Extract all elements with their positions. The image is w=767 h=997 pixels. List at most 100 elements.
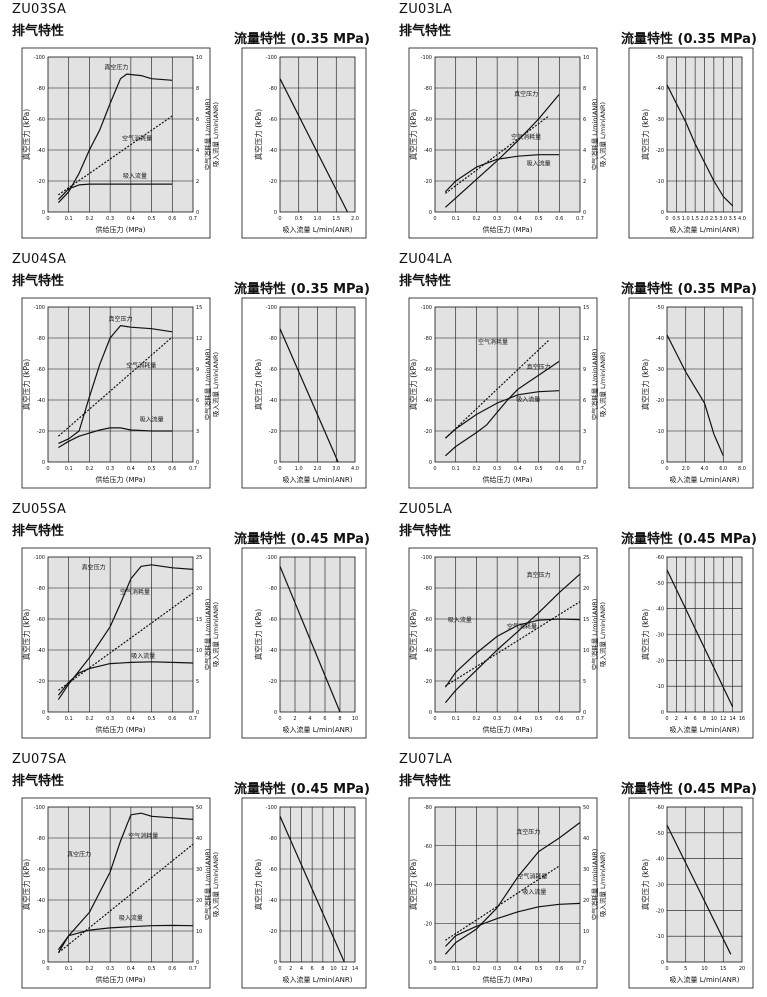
y2-tick-label: 15 [196,305,202,311]
y2-tick-label: 2 [196,179,199,185]
y2-tick-label: 0 [196,460,199,466]
y2-axis-label: 空气消耗量 L/min(ANR) [590,849,599,921]
label-vacuum-pressure: 真空压力 [516,828,540,836]
x-tick-label: 0.6 [555,466,563,472]
x-tick-label: 3.0 [719,216,727,222]
x-tick-label: 3.0 [332,466,340,472]
x-tick-label: 1.0 [295,466,303,472]
y-tick-label: 0 [274,960,277,966]
flow-chart-title: 流量特性 (0.35 MPa) [621,282,757,297]
flow-frame [241,547,367,739]
y2-tick-label: 15 [196,617,202,623]
y-axis-label: 真空压力 (kPa) [640,859,650,910]
y-tick-label: 0 [661,710,664,716]
y-tick-label: -30 [656,883,664,889]
x-tick-label: 0.5 [148,966,156,972]
x-tick-label: 0.3 [493,716,501,722]
y-tick-label: -100 [34,55,45,61]
y-tick-label: -20 [269,429,277,435]
y-tick-label: 0 [274,710,277,716]
y-tick-label: -20 [37,179,45,185]
x-tick-label: 0 [278,216,281,222]
x-tick-label: 0.4 [127,466,135,472]
x-tick-label: 0.5 [535,966,543,972]
exhaust-frame [21,797,211,989]
x-tick-label: 0.2 [85,966,93,972]
x-tick-label: 0.6 [555,216,563,222]
label-suction-flow: 吸入流量 [119,914,143,922]
x-tick-label: 5 [684,966,687,972]
series-line-空气消耗量 [444,339,550,439]
exhaust-frame [408,297,598,489]
x-axis-label: 吸入流量 L/min(ANR) [669,975,739,984]
y2-tick-label: 10 [196,55,202,61]
y-axis-label: 真空压力 (kPa) [253,859,263,910]
x-axis-label: 供给压力 (MPa) [96,975,146,984]
x-tick-label: 0 [665,216,668,222]
x-tick-label: 12 [720,716,726,722]
plot-area [434,306,581,463]
y-tick-label: -80 [37,836,45,842]
y-tick-label: -60 [424,844,432,850]
series-line-空气消耗量 [445,115,550,194]
y2-tick-label: 6 [583,398,586,404]
panel-zu05la: ZU05LA 排气特性 流量特性 (0.45 MPa) 0 0.1 0.2 0.3 0.4 0.… [399,502,767,747]
y-tick-label: -100 [266,55,277,61]
exhaust-frame [408,547,598,739]
x-tick-label: 8 [338,716,341,722]
x-tick-label: 0.5 [672,216,680,222]
y-tick-label: -40 [269,398,277,404]
y2-tick-label: 9 [196,367,199,373]
y-tick-label: -100 [266,305,277,311]
y-tick-label: -80 [37,86,45,92]
exhaust-chart-title: 排气特性 [399,274,452,289]
y-tick-label: -80 [37,586,45,592]
exhaust-chart-title: 排气特性 [12,274,65,289]
y2-axis-label: 吸入流量 L/min(ANR) [211,852,220,917]
y2-tick-label: 50 [583,805,589,811]
y-tick-label: -80 [424,805,432,811]
x-tick-label: 0.6 [555,716,563,722]
y2-tick-label: 10 [583,648,589,654]
series-line-吸入流量 [444,154,560,193]
series-line-真空压力 [57,812,194,950]
model-title: ZU05SA [12,502,67,517]
y-tick-label: 0 [274,460,277,466]
y2-tick-label: 0 [583,960,586,966]
x-tick-label: 0.1 [452,966,460,972]
label-vacuum-pressure: 真空压力 [527,571,551,579]
y2-tick-label: 6 [196,117,199,123]
x-tick-label: 2.0 [682,466,690,472]
label-suction-flow: 吸入流量 [448,616,472,624]
y-tick-label: -40 [37,648,45,654]
x-tick-label: 2.5 [710,216,718,222]
x-tick-label: 0 [46,716,49,722]
series-line-吸入流量 [57,924,194,954]
x-tick-label: 0.7 [189,716,197,722]
x-tick-label: 10 [352,716,358,722]
y-tick-label: -60 [656,555,664,561]
panel-zu04sa: ZU04SA 排气特性 流量特性 (0.35 MPa) 0 0.1 0.2 0.3 0.4 0.… [12,252,382,497]
flow-frame [241,47,367,239]
x-tick-label: 0.3 [106,216,114,222]
x-axis-label: 吸入流量 L/min(ANR) [282,475,352,484]
y-tick-label: -40 [269,148,277,154]
flow-chart: 0 2.0 4.0 6.0 8.0 0 -10 -20 -30 -40 -50 吸入流量 L/min(… [640,305,746,484]
x-axis-label: 供给压力 (MPa) [483,725,533,734]
y-tick-label: -10 [656,429,664,435]
flow-frame [628,797,754,989]
y-tick-label: -20 [269,929,277,935]
charts-svg: 0 0.1 0.2 0.3 0.4 0.5 0.6 0.70-20-40-60-80-1000… [21,297,367,489]
x-axis-label: 供给压力 (MPa) [483,475,533,484]
y2-axis-label: 吸入流量 L/min(ANR) [211,102,220,167]
x-tick-label: 16 [739,716,745,722]
y-tick-label: -40 [269,648,277,654]
exhaust-frame [21,297,211,489]
x-axis-label: 吸入流量 L/min(ANR) [282,225,352,234]
x-tick-label: 4.0 [351,466,359,472]
exhaust-chart: 0 0.1 0.2 0.3 0.4 0.5 0.6 0.70-20-40-60-80-1000… [21,805,220,984]
x-tick-label: 0.2 [472,466,480,472]
x-axis-label: 吸入流量 L/min(ANR) [282,975,352,984]
y-tick-label: -20 [656,658,664,664]
series-line-空气消耗量 [58,115,173,196]
